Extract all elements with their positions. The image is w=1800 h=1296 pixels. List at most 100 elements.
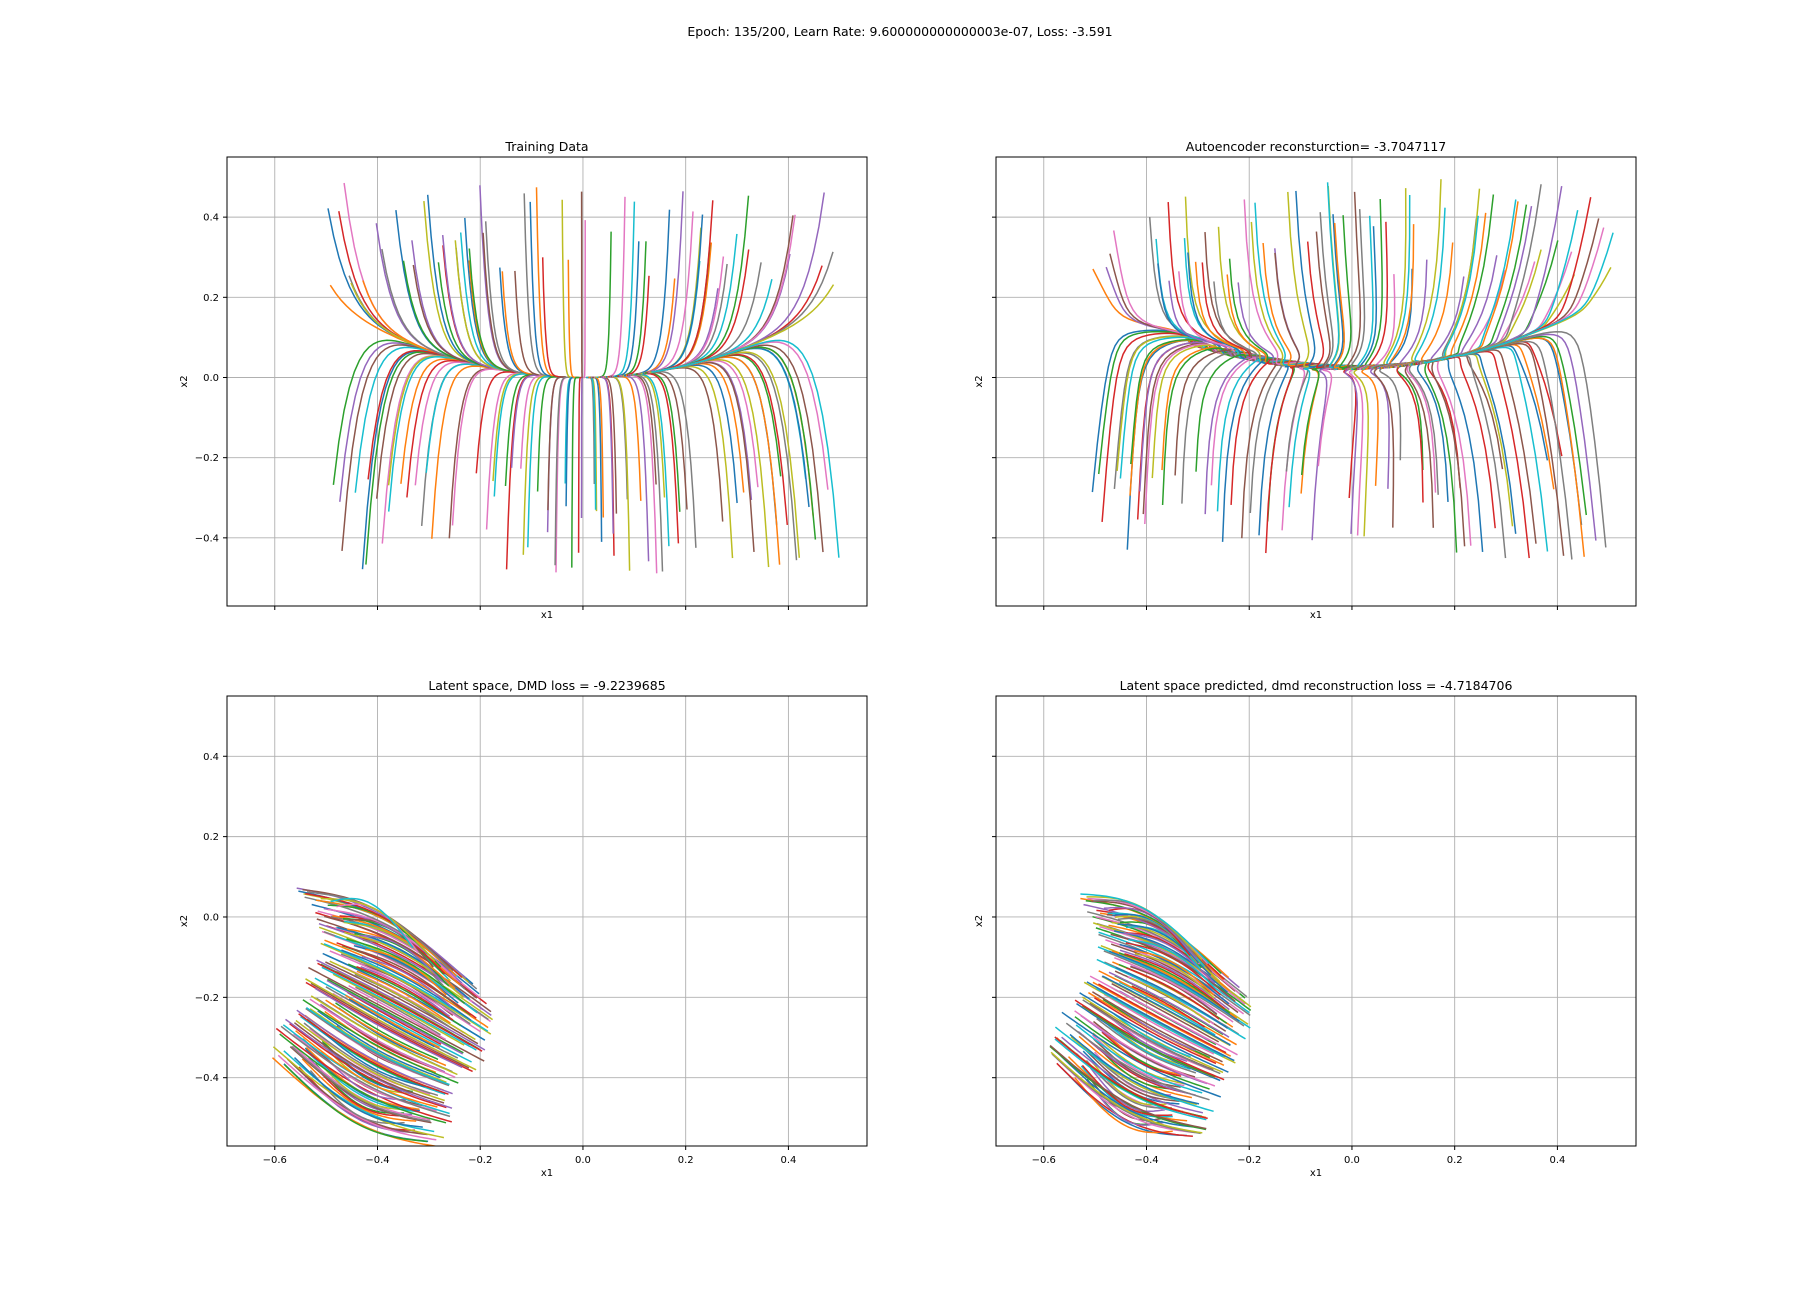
trajectory-line: [1111, 983, 1220, 1043]
axes-frame: [226, 156, 868, 607]
trajectory-line: [329, 960, 476, 1041]
trajectory-line: [317, 1010, 441, 1079]
trajectory-line: [284, 1064, 428, 1143]
trajectory-line: [283, 1050, 435, 1133]
plot-title: Latent space, DMD loss = -9.2239685: [428, 678, 665, 693]
autoencoder-reconstruction-plot: Autoencoder reconsturction= -3.7047117 x…: [974, 139, 1637, 621]
trajectory-line: [1118, 952, 1231, 1014]
trajectory-line: [356, 970, 451, 1024]
trajectory-line: [1074, 1010, 1216, 1087]
trajectory-line: [1115, 966, 1228, 1029]
trajectory-line: [321, 966, 477, 1051]
trajectory-line: [279, 1033, 447, 1124]
trajectory-line: [330, 897, 414, 949]
trajectory-line: [1098, 970, 1237, 1046]
trajectory-line: [292, 1045, 431, 1121]
trajectory-line: [305, 981, 473, 1073]
trajectory-line: [291, 1045, 431, 1123]
trajectory-line: [1095, 1044, 1175, 1090]
y-axis-label: x2: [974, 375, 985, 387]
trajectory-line: [1089, 1067, 1166, 1112]
trajectory-line: [1098, 983, 1227, 1054]
trajectory-line: [1081, 1064, 1173, 1117]
x-tick-label: −0.6: [263, 1155, 287, 1166]
trajectory-line: [1074, 1077, 1173, 1134]
trajectory-line: [1114, 957, 1234, 1023]
trajectory-line: [1333, 222, 1355, 371]
trajectory-line: [580, 191, 583, 379]
trajectory-line: [310, 982, 470, 1069]
trajectory-lines: [1049, 893, 1252, 1138]
trajectory-line: [275, 1027, 452, 1123]
trajectory-line: [315, 899, 457, 977]
trajectory-line: [296, 1009, 453, 1095]
trajectory-line: [295, 1030, 438, 1108]
trajectory-line: [285, 1018, 453, 1109]
trajectory-line: [1051, 1053, 1201, 1135]
trajectory-line: [1098, 933, 1251, 1017]
trajectory-line: [348, 998, 435, 1048]
trajectory-line: [280, 1025, 451, 1118]
trajectory-line: [347, 991, 442, 1045]
x-tick-label: −0.4: [365, 1155, 389, 1166]
trajectory-line: [298, 1013, 449, 1095]
axes-frame: [226, 695, 868, 1147]
trajectory-line: [1118, 981, 1216, 1036]
trajectory-line: [1093, 997, 1217, 1065]
x-tick-label: −0.6: [1032, 1155, 1056, 1166]
trajectory-line: [327, 978, 464, 1054]
trajectory-line: [314, 987, 463, 1069]
trajectory-line: [1069, 1033, 1200, 1105]
trajectory-line: [289, 1046, 432, 1124]
trajectory-line: [1108, 950, 1240, 1022]
trajectory-line: [332, 973, 465, 1046]
trajectory-line: [293, 1057, 423, 1128]
trajectory-line: [1054, 1038, 1207, 1121]
trajectory-line: [1131, 985, 1206, 1028]
trajectory-line: [1092, 991, 1223, 1063]
trajectory-line: [1423, 232, 1614, 364]
trajectory-line: [651, 339, 840, 558]
trajectory-line: [1103, 906, 1198, 960]
trajectory-line: [309, 998, 456, 1078]
x-tick-label: −0.2: [1237, 1155, 1261, 1166]
trajectory-line: [324, 939, 489, 1029]
trajectory-line: [1060, 1055, 1194, 1128]
trajectory-line: [359, 934, 444, 983]
trajectory-line: [1103, 950, 1245, 1027]
trajectory-line: [1130, 965, 1218, 1016]
trajectory-lines: [1091, 179, 1614, 560]
trajectory-line: [346, 938, 466, 1004]
trajectory-line: [317, 962, 483, 1052]
trajectory-line: [325, 961, 479, 1045]
trajectory-line: [335, 1002, 439, 1061]
y-tick-label: 0.2: [203, 293, 219, 304]
trajectory-line: [305, 1007, 450, 1087]
trajectory-line: [316, 959, 486, 1051]
y-tick-label: 0.4: [203, 752, 219, 763]
trajectory-line: [1050, 1051, 1203, 1134]
trajectory-line: [1092, 981, 1232, 1057]
trajectory-line: [1086, 981, 1235, 1062]
trajectory-line: [1102, 1020, 1191, 1070]
axis-ticks: [992, 216, 1558, 610]
trajectory-line: [1089, 975, 1238, 1056]
trajectory-line: [318, 926, 494, 1021]
trajectory-line: [1126, 967, 1220, 1020]
plot-title: Autoencoder reconsturction= -3.7047117: [1186, 139, 1446, 154]
grid: [996, 157, 1636, 606]
trajectory-line: [1084, 1048, 1180, 1103]
trajectory-line: [305, 978, 477, 1071]
trajectory-line: [1111, 1018, 1188, 1062]
y-tick-label: 0.0: [203, 912, 219, 923]
trajectory-line: [1125, 942, 1222, 996]
trajectory-line: [1134, 952, 1215, 999]
trajectory-line: [308, 966, 485, 1062]
trajectory-line: [1065, 1022, 1210, 1101]
trajectory-line: [325, 999, 447, 1067]
x-tick-label: 0.2: [678, 1155, 694, 1166]
trajectory-line: [361, 955, 452, 1007]
trajectory-line: [301, 1058, 417, 1122]
trajectory-line: [305, 1006, 450, 1086]
